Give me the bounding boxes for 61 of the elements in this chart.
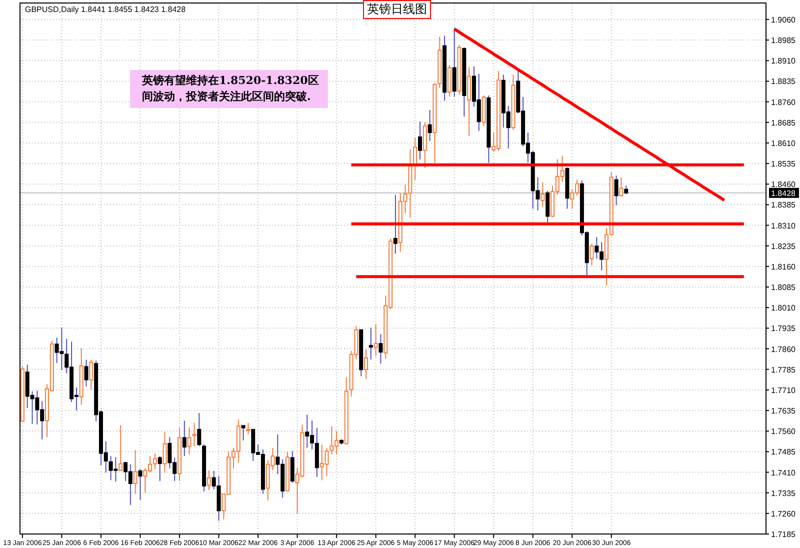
candlestick [364,348,368,380]
y-tick-label: 1.7860 [771,344,796,354]
y-tick-label: 1.8460 [771,180,796,190]
y-tick-label: 1.8385 [771,200,796,210]
annotation: 英镑有望维持在1.8520-1.8320区间波动，投资者关注此区间的突破. [130,70,328,108]
y-tick-label: 1.8310 [771,221,796,230]
candlestick [197,412,202,447]
y-tick-label: 1.7485 [771,448,796,457]
candlestick [452,28,456,98]
candlestick [619,176,624,197]
y-tick-label: 1.8985 [771,36,796,46]
candlestick [182,420,186,457]
candlestick [89,359,94,390]
y-tick-label: 1.8835 [771,77,796,86]
y-tick-label: 1.8160 [771,262,796,272]
candlestick [467,66,472,136]
y-tick-label: 1.8685 [771,118,796,128]
y-tick-label: 1.7260 [771,509,796,518]
candlestick [133,450,138,494]
candlestick [418,121,422,160]
candlestick [162,432,167,474]
y-tick-label: 1.7785 [771,365,796,374]
y-tick-label: 1.8010 [771,304,796,313]
chart-title: 英镑日线图 [363,0,431,19]
y-tick-label: 1.8910 [771,56,796,66]
candlestick [378,334,383,364]
y-tick-label: 1.7410 [771,468,796,478]
candlestick [241,424,246,441]
y-tick-label: 1.7710 [771,386,796,395]
candlestick [290,450,294,484]
candlestick [158,456,162,482]
y-tick-label: 1.8235 [771,242,796,251]
candlestick [413,136,418,180]
y-tick-label: 1.9060 [771,15,796,24]
candlestick [138,468,142,500]
chart-subtitle: GBPUSD,Daily 1.8441 1.8455 1.8423 1.8428 [23,5,188,14]
candlestick [84,359,88,387]
candlestick [540,182,545,208]
y-tick-label: 1.7935 [771,324,796,334]
candlestick [614,175,618,206]
y-tick-label: 1.7335 [771,488,796,498]
y-tick-label: 1.7185 [771,530,796,539]
candlestick [206,470,211,491]
candlestick [152,453,157,470]
y-tick-label: 1.8610 [771,138,796,148]
y-tick-label: 1.7635 [771,406,796,416]
y-tick-label: 1.8085 [771,283,796,292]
y-tick-label: 1.8760 [771,98,796,107]
candlestick [118,424,123,472]
candlestick [546,190,550,223]
candlestick [374,324,378,357]
ref-line-label: 1.8428 [771,188,796,198]
candlestick [393,194,398,254]
y-tick-label: 1.8535 [771,160,796,169]
candlestick [192,422,196,447]
candlestick [590,243,594,266]
candlestick [187,426,192,455]
y-tick-label: 1.7560 [771,427,796,436]
candlestick [246,422,250,435]
candlestick [428,110,432,142]
candlestick [368,327,373,360]
